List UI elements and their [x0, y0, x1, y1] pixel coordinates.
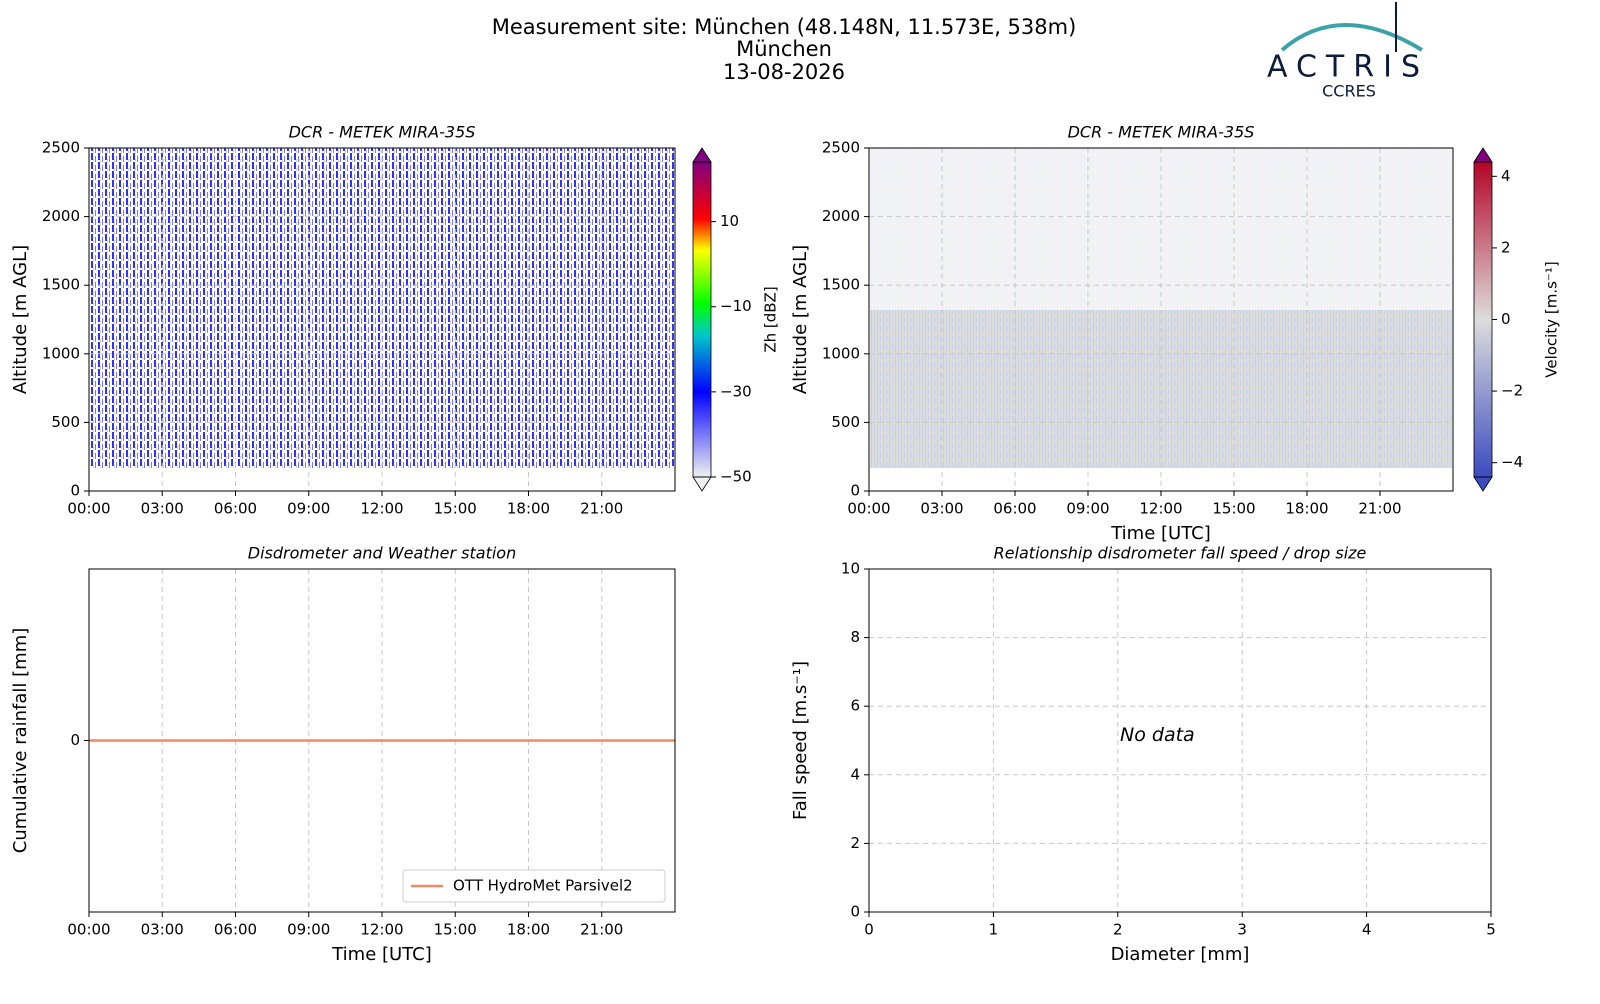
y-tick-label: 0	[850, 903, 860, 921]
x-tick-label: 2	[1113, 921, 1123, 939]
colorbar	[1474, 162, 1492, 477]
x-tick-label: 03:00	[920, 500, 963, 518]
x-tick-label: 18:00	[1285, 500, 1328, 518]
colorbar-tick-label: 0	[1501, 310, 1511, 328]
logo-sub: CCRES	[1322, 82, 1376, 101]
x-tick-label: 03:00	[141, 921, 184, 939]
legend-frame	[402, 869, 666, 903]
plot-frame	[868, 147, 1454, 492]
x-tick-label: 18:00	[507, 500, 550, 518]
plot-title: DCR - METEK MIRA-35S	[1068, 123, 1255, 142]
legend-label: OTT HydroMet Parsivel2	[453, 877, 633, 895]
y-tick-label: 1500	[822, 276, 860, 294]
x-tick-label: 15:00	[434, 921, 477, 939]
y-tick-label: 2	[850, 834, 860, 852]
x-tick-label: 06:00	[214, 921, 257, 939]
y-tick-label: 1000	[42, 344, 80, 362]
colorbar-label: Velocity [m.s⁻¹]	[1543, 261, 1561, 377]
plot-frame	[88, 147, 676, 492]
site-name: München	[736, 37, 832, 61]
y-tick-label: 2500	[42, 139, 80, 157]
y-tick-label: 0	[70, 482, 80, 500]
x-tick-label: 12:00	[360, 500, 403, 518]
y-tick-label: 4	[850, 765, 860, 783]
plot-frame	[868, 568, 1492, 913]
colorbar-label: Zh [dBZ]	[762, 286, 780, 352]
date: 13-08-2026	[723, 60, 845, 84]
colorbar-tick-label: −10	[720, 297, 752, 315]
y-axis-label: Cumulative rainfall [mm]	[10, 628, 31, 854]
x-tick-label: 15:00	[1212, 500, 1255, 518]
x-tick-label: 0	[864, 921, 874, 939]
figure-title: Measurement site: München (48.148N, 11.5…	[492, 15, 1077, 39]
y-axis-label: Altitude [m AGL]	[790, 245, 811, 394]
x-tick-label: 4	[1362, 921, 1372, 939]
colorbar-extend	[692, 476, 712, 492]
annotation: No data	[1120, 724, 1195, 746]
x-tick-label: 00:00	[67, 500, 110, 518]
x-tick-label: 5	[1486, 921, 1496, 939]
y-tick-label: 8	[850, 628, 860, 646]
x-tick-label: 15:00	[434, 500, 477, 518]
colorbar-extend	[1473, 476, 1493, 492]
plot-frame	[88, 568, 676, 913]
logo: ACTRIS CCRES	[1267, 2, 1429, 101]
colorbar-tick-label: −2	[1501, 382, 1523, 400]
colorbar-tick-label: −30	[720, 382, 752, 400]
y-axis-label: Altitude [m AGL]	[10, 245, 31, 394]
x-tick-label: 06:00	[993, 500, 1036, 518]
y-tick-label: 500	[831, 413, 860, 431]
colorbar-frame	[692, 161, 712, 478]
plot-title: DCR - METEK MIRA-35S	[289, 123, 476, 142]
colorbar	[693, 162, 711, 477]
plot-title: Disdrometer and Weather station	[248, 544, 516, 563]
logo-arc	[1280, 23, 1424, 52]
x-tick-label: 12:00	[1139, 500, 1182, 518]
x-tick-label: 09:00	[1066, 500, 1109, 518]
plot-title: Relationship disdrometer fall speed / dr…	[994, 544, 1367, 563]
y-tick-label: 500	[51, 413, 80, 431]
x-tick-label: 09:00	[287, 500, 330, 518]
x-axis-label: Time [UTC]	[331, 944, 432, 965]
colorbar-extend	[692, 147, 712, 163]
x-tick-label: 00:00	[67, 921, 110, 939]
logo-name: ACTRIS	[1267, 50, 1429, 85]
y-tick-label: 1500	[42, 276, 80, 294]
y-tick-label: 2000	[42, 207, 80, 225]
x-tick-label: 1	[989, 921, 999, 939]
colorbar-tick-label: 2	[1501, 238, 1511, 256]
y-tick-label: 0	[70, 731, 80, 749]
x-tick-label: 3	[1237, 921, 1247, 939]
x-tick-label: 21:00	[580, 500, 623, 518]
x-axis-label: Diameter [mm]	[1111, 944, 1250, 965]
y-tick-label: 6	[850, 697, 860, 715]
y-tick-label: 10	[841, 560, 860, 578]
x-tick-label: 21:00	[1358, 500, 1401, 518]
x-tick-label: 12:00	[360, 921, 403, 939]
radar-image	[870, 310, 1452, 468]
x-tick-label: 00:00	[847, 500, 890, 518]
radar-image	[90, 148, 674, 468]
colorbar-tick-label: 4	[1501, 167, 1511, 185]
colorbar-extend	[1473, 147, 1493, 163]
y-tick-label: 1000	[822, 344, 860, 362]
colorbar-tick-label: 10	[720, 212, 739, 230]
colorbar-tick-label: −4	[1501, 453, 1523, 471]
legend: OTT HydroMet Parsivel2	[402, 869, 666, 903]
colorbar-tick-label: −50	[720, 468, 752, 486]
y-tick-label: 2000	[822, 207, 860, 225]
y-tick-label: 2500	[822, 139, 860, 157]
y-tick-label: 0	[850, 482, 860, 500]
y-axis-label: Fall speed [m.s⁻¹]	[790, 661, 811, 820]
x-tick-label: 09:00	[287, 921, 330, 939]
x-axis-label: Time [UTC]	[1110, 523, 1211, 544]
x-tick-label: 21:00	[580, 921, 623, 939]
x-tick-label: 06:00	[214, 500, 257, 518]
x-tick-label: 18:00	[507, 921, 550, 939]
x-tick-label: 03:00	[141, 500, 184, 518]
